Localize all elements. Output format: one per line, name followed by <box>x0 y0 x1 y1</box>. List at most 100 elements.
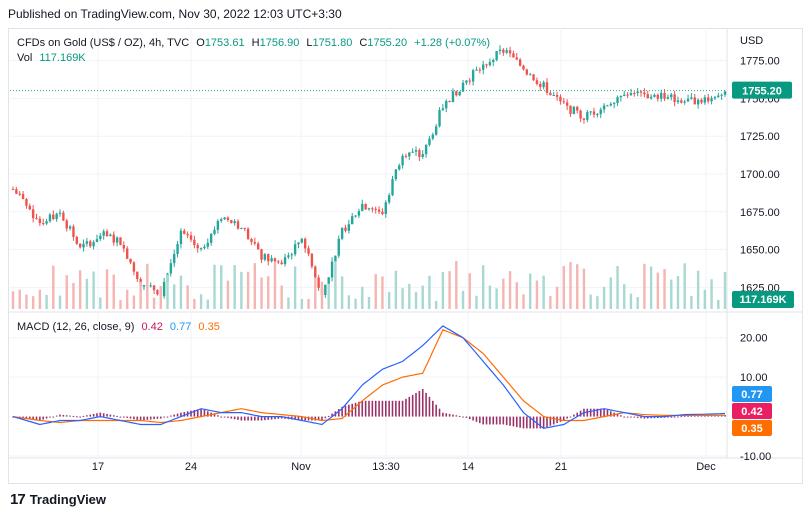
macd-histogram-bar <box>371 400 374 417</box>
time-tick-label: 24 <box>185 461 197 473</box>
candle-body <box>666 97 670 99</box>
macd-histogram-bar <box>89 414 92 417</box>
macd-histogram-bar <box>475 416 478 422</box>
macd-histogram-bar <box>163 416 165 418</box>
macd-histogram-bar <box>479 416 481 424</box>
candle-body <box>431 134 435 139</box>
candle-body <box>485 64 488 66</box>
candle-body <box>683 101 686 103</box>
volume-bar <box>448 271 451 309</box>
candle-body <box>102 231 105 236</box>
candle-body <box>367 208 371 210</box>
macd-histogram-bar <box>247 416 249 421</box>
macd-histogram-bar <box>65 415 68 417</box>
candle-body <box>287 255 290 258</box>
candle-body <box>471 70 475 82</box>
candle-body <box>11 189 15 191</box>
candle-body <box>542 82 545 88</box>
macd-histogram-bar <box>502 416 505 425</box>
candle-body <box>401 155 404 166</box>
volume-bar <box>441 272 445 309</box>
volume-bar <box>414 291 418 309</box>
candle-body <box>717 95 720 98</box>
candle-body <box>361 203 364 211</box>
macd-histogram-bar <box>566 416 568 419</box>
volume-bar <box>320 281 324 309</box>
macd-histogram-bar <box>227 416 229 418</box>
chart-canvas[interactable]: 17 24 Nov 13:30 14 21 DecUSD1775.001750.001725… <box>8 28 803 484</box>
candle-body <box>391 179 394 196</box>
macd-histogram-bar <box>99 412 102 417</box>
macd-histogram-bar <box>230 416 233 419</box>
candle-body <box>686 98 690 102</box>
volume-bar <box>529 273 532 309</box>
macd-histogram-bar <box>421 388 424 417</box>
macd-histogram-bar <box>667 416 669 418</box>
candle-body <box>384 202 387 215</box>
candle-body <box>230 219 233 224</box>
candle-body <box>256 243 260 250</box>
macd-histogram-bar <box>408 396 411 417</box>
macd-histogram-bar <box>200 408 202 417</box>
candle-body <box>518 59 522 66</box>
volume-bar <box>676 276 680 309</box>
macd-histogram-bar <box>250 416 253 421</box>
macd-signal-value: 0.35 <box>198 321 220 333</box>
volume-badge <box>732 291 794 308</box>
volume-bar <box>488 285 492 309</box>
candle-body <box>28 205 31 210</box>
macd-tick-label: -10.00 <box>740 451 771 463</box>
candle-body <box>404 155 408 157</box>
volume-bar <box>99 297 102 309</box>
candle-body <box>99 235 102 240</box>
candle-body <box>502 49 505 53</box>
candle-body <box>179 230 183 245</box>
volume-bar <box>334 261 337 309</box>
macd-histogram-bar <box>324 416 327 419</box>
macd-histogram-bar <box>69 415 71 417</box>
candle-body <box>438 109 441 127</box>
candle-body <box>38 218 42 224</box>
volume-label: Vol <box>17 52 33 64</box>
candle-body <box>371 208 374 210</box>
tradingview-brand[interactable]: 17 TradingView <box>10 491 106 508</box>
candle-body <box>176 244 179 254</box>
candle-body <box>240 227 243 229</box>
macd-histogram-bar <box>653 416 656 419</box>
macd-histogram-bar <box>395 400 397 417</box>
candle-body <box>488 62 492 66</box>
volume-bar <box>72 282 75 309</box>
macd-signal-badge <box>732 420 772 436</box>
macd-histogram-bar <box>25 416 28 419</box>
volume-bar <box>206 299 209 309</box>
candle-body <box>267 254 270 262</box>
volume-bar <box>220 265 223 309</box>
low-label: L <box>306 37 313 49</box>
candle-body <box>169 263 173 274</box>
volume-bar <box>233 264 236 309</box>
macd-histogram-bar <box>361 400 364 417</box>
candle-body <box>213 229 216 234</box>
macd-histogram-bar <box>307 416 310 421</box>
candle-body <box>42 223 45 225</box>
candle-body <box>582 118 586 120</box>
candle-body <box>616 97 619 103</box>
volume-bar <box>502 278 505 309</box>
macd-histogram-bar <box>425 392 427 417</box>
macd-histogram-bar <box>270 416 273 420</box>
macd-histogram-bar <box>146 416 149 420</box>
macd-histogram-bar <box>542 416 545 429</box>
candle-body <box>246 228 250 239</box>
open-label: O <box>196 37 205 49</box>
macd-histogram-bar <box>183 411 186 417</box>
volume-bar <box>293 266 297 309</box>
macd-histogram-bar <box>505 416 508 426</box>
candle-body <box>260 249 263 260</box>
candle-body <box>512 53 515 58</box>
macd-histogram-bar <box>562 416 565 421</box>
candle-body <box>270 258 273 262</box>
macd-histogram-bar <box>442 412 444 417</box>
macd-histogram-bar <box>489 416 491 425</box>
candle-body <box>72 226 75 238</box>
symbol-title: CFDs on Gold (US$ / OZ), 4h, TVC <box>17 37 190 49</box>
